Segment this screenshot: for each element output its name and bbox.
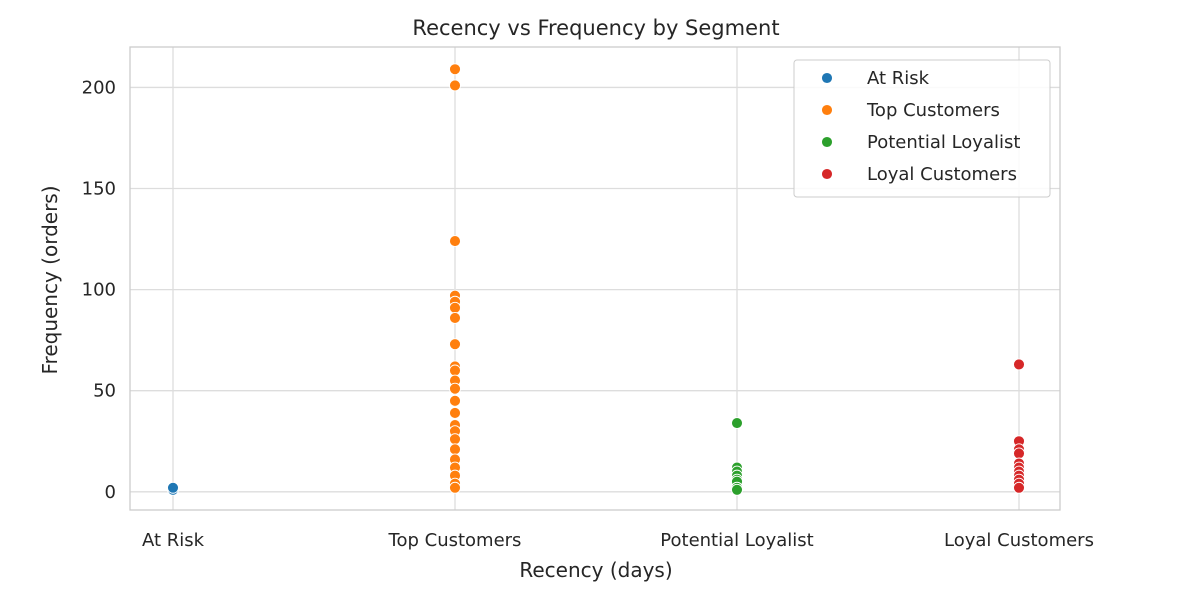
data-point [1013,447,1025,460]
data-point [449,433,461,446]
plot-area-frame [129,46,1061,511]
y-tick-label: 0 [105,482,116,503]
y-tick-label: 100 [82,280,116,301]
legend-label: Top Customers [866,100,1000,121]
chart-title: Recency vs Frequency by Segment [412,16,779,40]
x-tick-labels: At Risk Top Customers Potential Loyalist Lo… [142,530,1094,551]
legend-label: Loyal Customers [867,164,1017,185]
x-tick-label: At Risk [142,530,205,551]
data-point [167,481,179,494]
data-point [449,443,461,456]
data-point [449,364,461,377]
data-point [449,407,461,419]
data-point [449,301,461,314]
data-point [449,394,461,407]
data-point [449,79,461,92]
data-point [449,481,461,494]
x-tick-label: Loyal Customers [944,530,1094,551]
data-point [449,311,461,324]
y-tick-label: 50 [93,381,116,402]
data-point [449,382,461,395]
data-point [449,338,461,351]
x-axis-label: Recency (days) [519,558,672,582]
legend-marker [821,104,833,116]
data-point [1013,358,1025,371]
y-axis-label: Frequency (orders) [38,185,62,374]
legend-marker [821,136,833,148]
data-point [731,417,743,430]
y-tick-label: 150 [82,179,116,200]
data-point [731,483,743,496]
x-tick-label: Top Customers [388,530,522,551]
data-points [167,63,1025,496]
legend-label: Potential Loyalist [867,132,1020,153]
data-point [449,63,461,76]
grid-lines [130,47,1060,510]
y-tick-labels: 0 50 100 150 200 [82,77,116,502]
y-tick-label: 200 [82,77,116,98]
legend-marker [821,72,833,84]
data-point [449,235,461,248]
legend-label: At Risk [867,68,930,89]
x-tick-label: Potential Loyalist [660,530,813,551]
data-point [1013,481,1025,494]
legend-box [793,59,1051,198]
legend: At Risk Top Customers Potential Loyalist Lo… [793,59,1051,198]
legend-marker [821,168,833,180]
